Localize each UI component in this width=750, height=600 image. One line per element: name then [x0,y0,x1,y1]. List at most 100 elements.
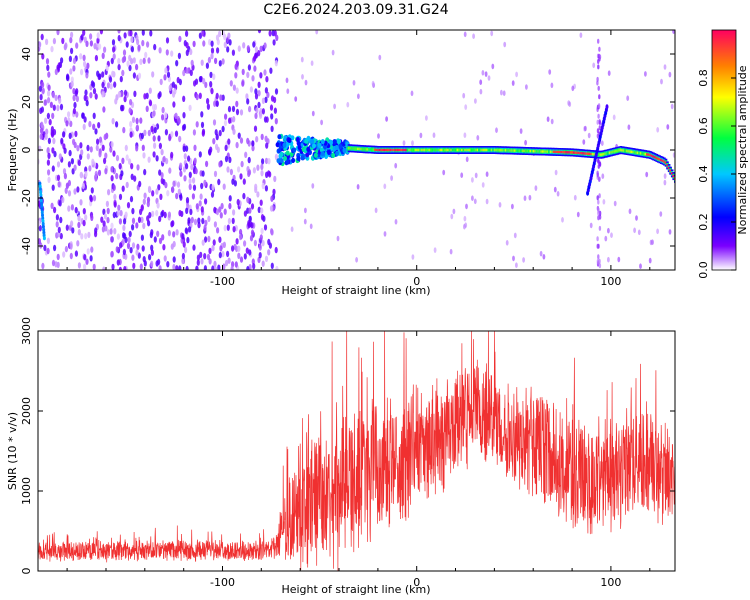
spectrogram-cell [96,138,100,145]
spectrogram-cell [256,191,260,198]
spectrogram-cell [77,159,81,166]
spectrogram-y-ticks: -40 -20 0 20 40 [20,47,675,255]
spectrogram-cell [537,150,540,153]
spectrogram-cell [132,57,136,64]
spectrogram-cell [77,262,81,269]
spectrogram-cell [257,90,261,97]
spectrogram-cell [254,46,258,53]
spectrogram-cell [219,212,223,219]
spectrogram-cell [176,76,180,84]
spectrogram-cell [411,148,414,152]
spectrogram-cell [212,239,216,246]
spectrogram-cell [158,169,162,176]
spectrogram-cell [82,30,86,36]
spectrogram-cell [56,104,60,112]
spectrogram-cell [160,211,164,218]
spectrogram-cell [249,86,253,93]
spectrogram-cell [46,159,51,166]
spectrogram-cell [597,59,600,64]
spectrogram-cell [147,129,151,137]
spectrogram-cell [548,69,552,75]
spectrogram-cell [266,91,270,99]
spectrogram-cell [260,207,264,214]
spectrogram-cell [106,207,110,215]
spectrogram-cell [58,200,62,207]
spectrogram-cell [110,57,114,65]
spectrogram-cell [203,265,207,270]
snr-y-tick-label: 0 [20,568,33,575]
spectrogram-cell [163,255,167,262]
spectrogram-cell [268,242,272,249]
spectrogram-cell [228,156,232,163]
spectrogram-cell [450,148,453,152]
spectrogram-cell [192,40,196,48]
spectrogram-cell [210,40,214,47]
spectrogram-cell [257,30,262,34]
spectrogram-cell [500,89,503,96]
spectrogram-cell [218,161,222,168]
spectrogram-cell [158,265,162,270]
spectrogram-cell [109,146,113,153]
spectrogram-cell [260,227,264,235]
spectrogram-cell [566,151,570,154]
spectrogram-cell [529,149,533,153]
spectrogram-cell [207,56,211,64]
spectrogram-cell [461,148,464,152]
spectrogram-cell [227,138,231,145]
spectrogram-cell [112,53,116,60]
spectrogram-cell [228,117,232,124]
spectrogram-cell [47,169,51,176]
spectrogram-cell [102,220,106,227]
spectrogram-cell [495,127,498,133]
spectrogram-cell [531,150,534,153]
spectrogram-cell [610,151,613,154]
spectrogram-cell [203,179,207,187]
spectrogram-cell [492,148,495,152]
spectrogram-cell [139,117,143,124]
spectrogram-cell [357,147,360,150]
spectrogram-cell [253,65,257,72]
spectrogram-cell [159,78,163,86]
spectrogram-cell [546,150,550,153]
spectrogram-cell [41,213,44,218]
spectrogram-cell [270,262,274,269]
spectrogram-cell [175,60,179,67]
spectrogram-cell [131,116,136,124]
spectrogram-cell [121,56,125,64]
spectrogram-cell [400,148,404,152]
spectrogram-cell [250,229,255,236]
spectrogram-cell [72,107,76,115]
spectrogram-cell [648,257,652,264]
spectrogram-cell [82,54,86,61]
spectrogram-cell [69,36,73,44]
spectrogram-cell [74,206,78,214]
spectrogram-cell [388,148,391,152]
spectrogram-cell [532,150,536,153]
spectrogram-cell [84,170,88,178]
spectrogram-cell [644,152,648,156]
spectrogram-cell [320,139,325,145]
spectrogram-cell [179,170,183,177]
spectrogram-cell [585,152,588,155]
spectrogram-cell [276,158,281,164]
spectrogram-cell [423,148,427,152]
spectrogram-cell [218,30,222,38]
spectrogram-cell [512,149,515,152]
spectrogram-cell [189,48,193,56]
spectrogram-cell [80,233,84,240]
spectrogram-cell [656,127,660,133]
spectrogram-cell [371,148,374,151]
spectrogram-cell [59,216,63,224]
spectrogram-cell [162,155,166,163]
spectrogram-cell [232,209,236,216]
spectrogram-cell [76,186,80,193]
spectrogram-cell [42,236,46,241]
spectrogram-cell [504,149,508,152]
spectrogram-cell [352,80,356,86]
spectrogram-cell [260,133,264,141]
spectrogram-cell [194,167,198,175]
spectrogram-cell [422,148,425,152]
spectrogram-cell [84,214,88,221]
spectrogram-cell [40,121,44,128]
spectrogram-cell [123,95,127,103]
